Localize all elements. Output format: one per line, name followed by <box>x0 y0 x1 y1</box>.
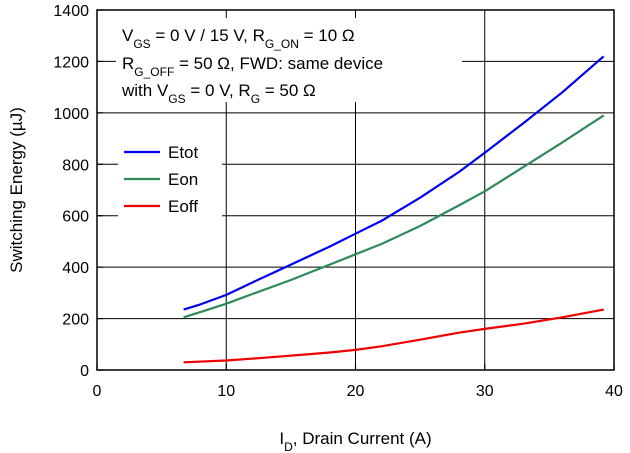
x-tick-label: 40 <box>605 383 623 400</box>
annotation: VGS = 0 V / 15 V, RG_ON = 10 ΩRG_OFF = 5… <box>116 18 462 106</box>
annotation-line-1: VGS = 0 V / 15 V, RG_ON = 10 Ω <box>122 26 355 51</box>
series-line-eon <box>183 114 605 319</box>
annotation-text: with V <box>121 81 169 100</box>
series-line-eoff <box>183 308 604 364</box>
y-tick-label: 800 <box>62 157 89 174</box>
annotation-line-3: with VGS = 0 V, RG = 50 Ω <box>121 81 316 106</box>
x-tick-label: 10 <box>217 383 235 400</box>
x-tick-label: 30 <box>476 383 494 400</box>
annotation-text: = 0 V, R <box>186 81 251 100</box>
annotation-subscript: G_ON <box>265 37 299 51</box>
annotation-background <box>116 18 462 102</box>
y-tick-label: 400 <box>62 260 89 277</box>
y-tick-label: 1400 <box>53 3 89 20</box>
annotation-text: = 10 Ω <box>299 26 355 45</box>
y-tick-label: 1200 <box>53 54 89 71</box>
x-axis-label-subscript: D <box>284 440 293 453</box>
legend-label-eon: Eon <box>168 170 198 189</box>
series-line-etot <box>183 55 605 311</box>
legend: Etot Eon Eoff <box>118 136 222 222</box>
x-axis-label-main: I <box>279 429 284 448</box>
y-tick-label: 1000 <box>53 106 89 123</box>
annotation-subscript: GS <box>168 92 185 106</box>
x-tick-label: 20 <box>347 383 365 400</box>
legend-label-etot: Etot <box>168 143 199 162</box>
annotation-text: V <box>122 26 134 45</box>
annotation-text: = 50 Ω, FWD: same device <box>174 54 383 73</box>
legend-label-eoff: Eoff <box>168 197 198 216</box>
series-layer <box>183 55 605 364</box>
annotation-subscript: G <box>251 92 260 106</box>
annotation-line-2: RG_OFF = 50 Ω, FWD: same device <box>122 54 383 79</box>
x-tick-label: 0 <box>93 383 102 400</box>
y-tick-label: 600 <box>62 209 89 226</box>
x-axis-label-rest: , Drain Current (A) <box>293 429 432 448</box>
annotation-text: = 50 Ω <box>260 81 316 100</box>
y-tick-label: 0 <box>80 363 89 380</box>
annotation-text: R <box>122 54 134 73</box>
annotation-subscript: GS <box>133 37 150 51</box>
x-axis-label: ID, Drain Current (A) <box>279 429 431 453</box>
annotation-text: = 0 V / 15 V, R <box>151 26 265 45</box>
y-axis-label: Switching Energy (µJ) <box>7 107 26 273</box>
annotation-subscript: G_OFF <box>134 65 174 79</box>
y-tick-label: 200 <box>62 312 89 329</box>
